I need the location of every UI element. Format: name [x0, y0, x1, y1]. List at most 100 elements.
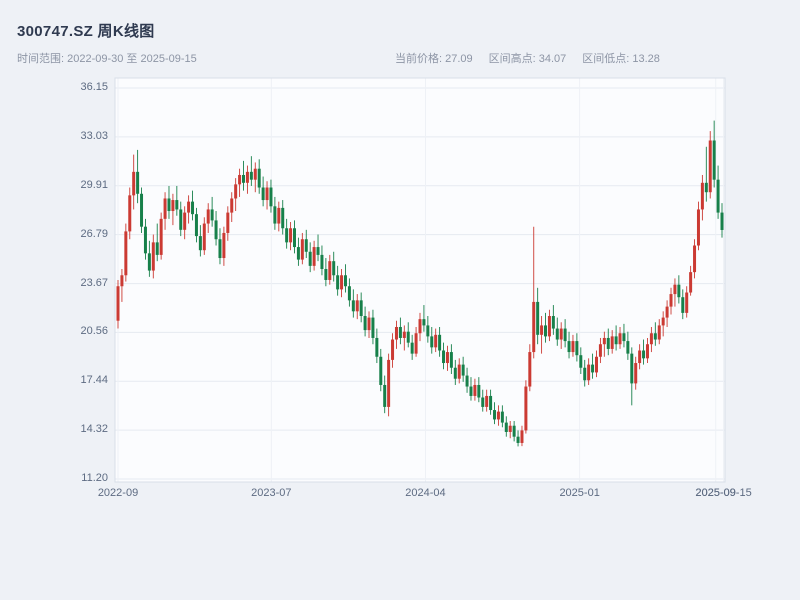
candle-body	[175, 200, 179, 210]
candle-body	[398, 326, 402, 338]
candle-body	[116, 286, 120, 321]
candle-body	[594, 356, 598, 373]
candle-body	[524, 386, 528, 431]
candle-body	[661, 317, 665, 326]
candle-body	[140, 193, 144, 227]
candle-body	[422, 319, 426, 326]
y-axis-tick-label: 26.79	[80, 227, 108, 240]
candle-body	[449, 352, 453, 368]
y-axis-tick-label: 29.91	[80, 178, 108, 191]
candle-body	[591, 364, 595, 373]
candle-body	[234, 184, 238, 199]
candle-body	[430, 336, 434, 348]
candle-body	[669, 294, 673, 307]
candle-body	[269, 187, 273, 207]
candle-body	[214, 220, 218, 240]
candle-body	[218, 239, 222, 259]
candle-body	[402, 331, 406, 338]
candle-body	[320, 254, 324, 270]
candle-body	[312, 247, 316, 266]
candle-body	[367, 317, 371, 331]
candle-body	[587, 364, 591, 381]
stat-range-low: 区间低点: 13.28	[582, 53, 660, 65]
candle-body	[257, 168, 261, 188]
candle-body	[442, 350, 446, 364]
candle-body	[316, 247, 320, 255]
candle-body	[645, 344, 649, 359]
candle-body	[461, 364, 465, 376]
candle-body	[379, 356, 383, 385]
candle-body	[253, 168, 257, 180]
candle-body	[528, 352, 532, 387]
candle-body	[238, 174, 242, 185]
candle-body	[179, 209, 183, 230]
stat-range-high: 区间高点: 34.07	[488, 53, 567, 65]
candle-body	[128, 195, 132, 232]
candle-body	[171, 200, 175, 212]
candle-body	[520, 430, 524, 443]
candle-body	[383, 384, 387, 407]
candle-body	[544, 325, 548, 337]
candle-body	[328, 261, 332, 280]
candle-body	[292, 228, 296, 248]
candle-body	[618, 333, 622, 345]
candle-body	[567, 341, 571, 353]
candle-body	[677, 284, 681, 298]
candle-body	[602, 337, 606, 345]
candle-body	[622, 333, 626, 342]
x-axis-tick-label: 2025-01	[559, 487, 600, 499]
candle-body	[359, 300, 363, 317]
candle-body	[453, 367, 457, 379]
candle-body	[500, 411, 504, 423]
y-axis-tick-label: 36.15	[80, 81, 108, 93]
candle-body	[489, 395, 493, 411]
candle-body	[120, 275, 124, 287]
candle-body	[136, 171, 140, 194]
candle-body	[155, 242, 159, 255]
candle-body	[465, 375, 469, 387]
plot-background	[115, 78, 725, 482]
candle-body	[167, 198, 171, 212]
candle-body	[371, 317, 375, 338]
candle-body	[242, 174, 246, 183]
candle-body	[159, 218, 163, 255]
candle-body	[704, 182, 708, 193]
page-title: 300747.SZ 周K线图	[17, 23, 155, 40]
candle-body	[477, 384, 481, 398]
y-axis-tick-label: 33.03	[80, 129, 108, 142]
candle-body	[681, 297, 685, 313]
x-axis-tick-label: 2023-07	[251, 487, 292, 499]
x-axis-tick-label: 2022-09	[97, 487, 139, 499]
candle-body	[289, 228, 293, 243]
candle-body	[504, 422, 508, 432]
candle-body	[626, 341, 630, 354]
candle-body	[296, 247, 300, 260]
candle-body	[438, 334, 442, 351]
candle-body	[340, 275, 344, 290]
candle-body	[202, 223, 206, 251]
candle-body	[445, 352, 449, 364]
candle-body	[277, 207, 281, 224]
candle-body	[304, 239, 308, 252]
candle-body	[657, 325, 661, 340]
candle-body	[469, 386, 473, 396]
candle-body	[347, 286, 351, 301]
candle-body	[508, 425, 512, 432]
candle-body	[665, 306, 669, 318]
candle-body	[457, 364, 461, 379]
candle-body	[649, 333, 653, 345]
candle-body	[693, 245, 697, 273]
candle-body	[191, 201, 195, 215]
candle-body	[642, 350, 646, 359]
candle-body	[249, 171, 253, 180]
candle-body	[720, 212, 724, 230]
candle-body	[281, 207, 285, 229]
candle-body	[532, 301, 536, 353]
candle-body	[559, 328, 563, 340]
candle-body	[222, 232, 226, 259]
candle-body	[575, 341, 579, 356]
candle-body	[708, 140, 712, 193]
candle-body	[583, 367, 587, 381]
candle-body	[614, 336, 618, 345]
